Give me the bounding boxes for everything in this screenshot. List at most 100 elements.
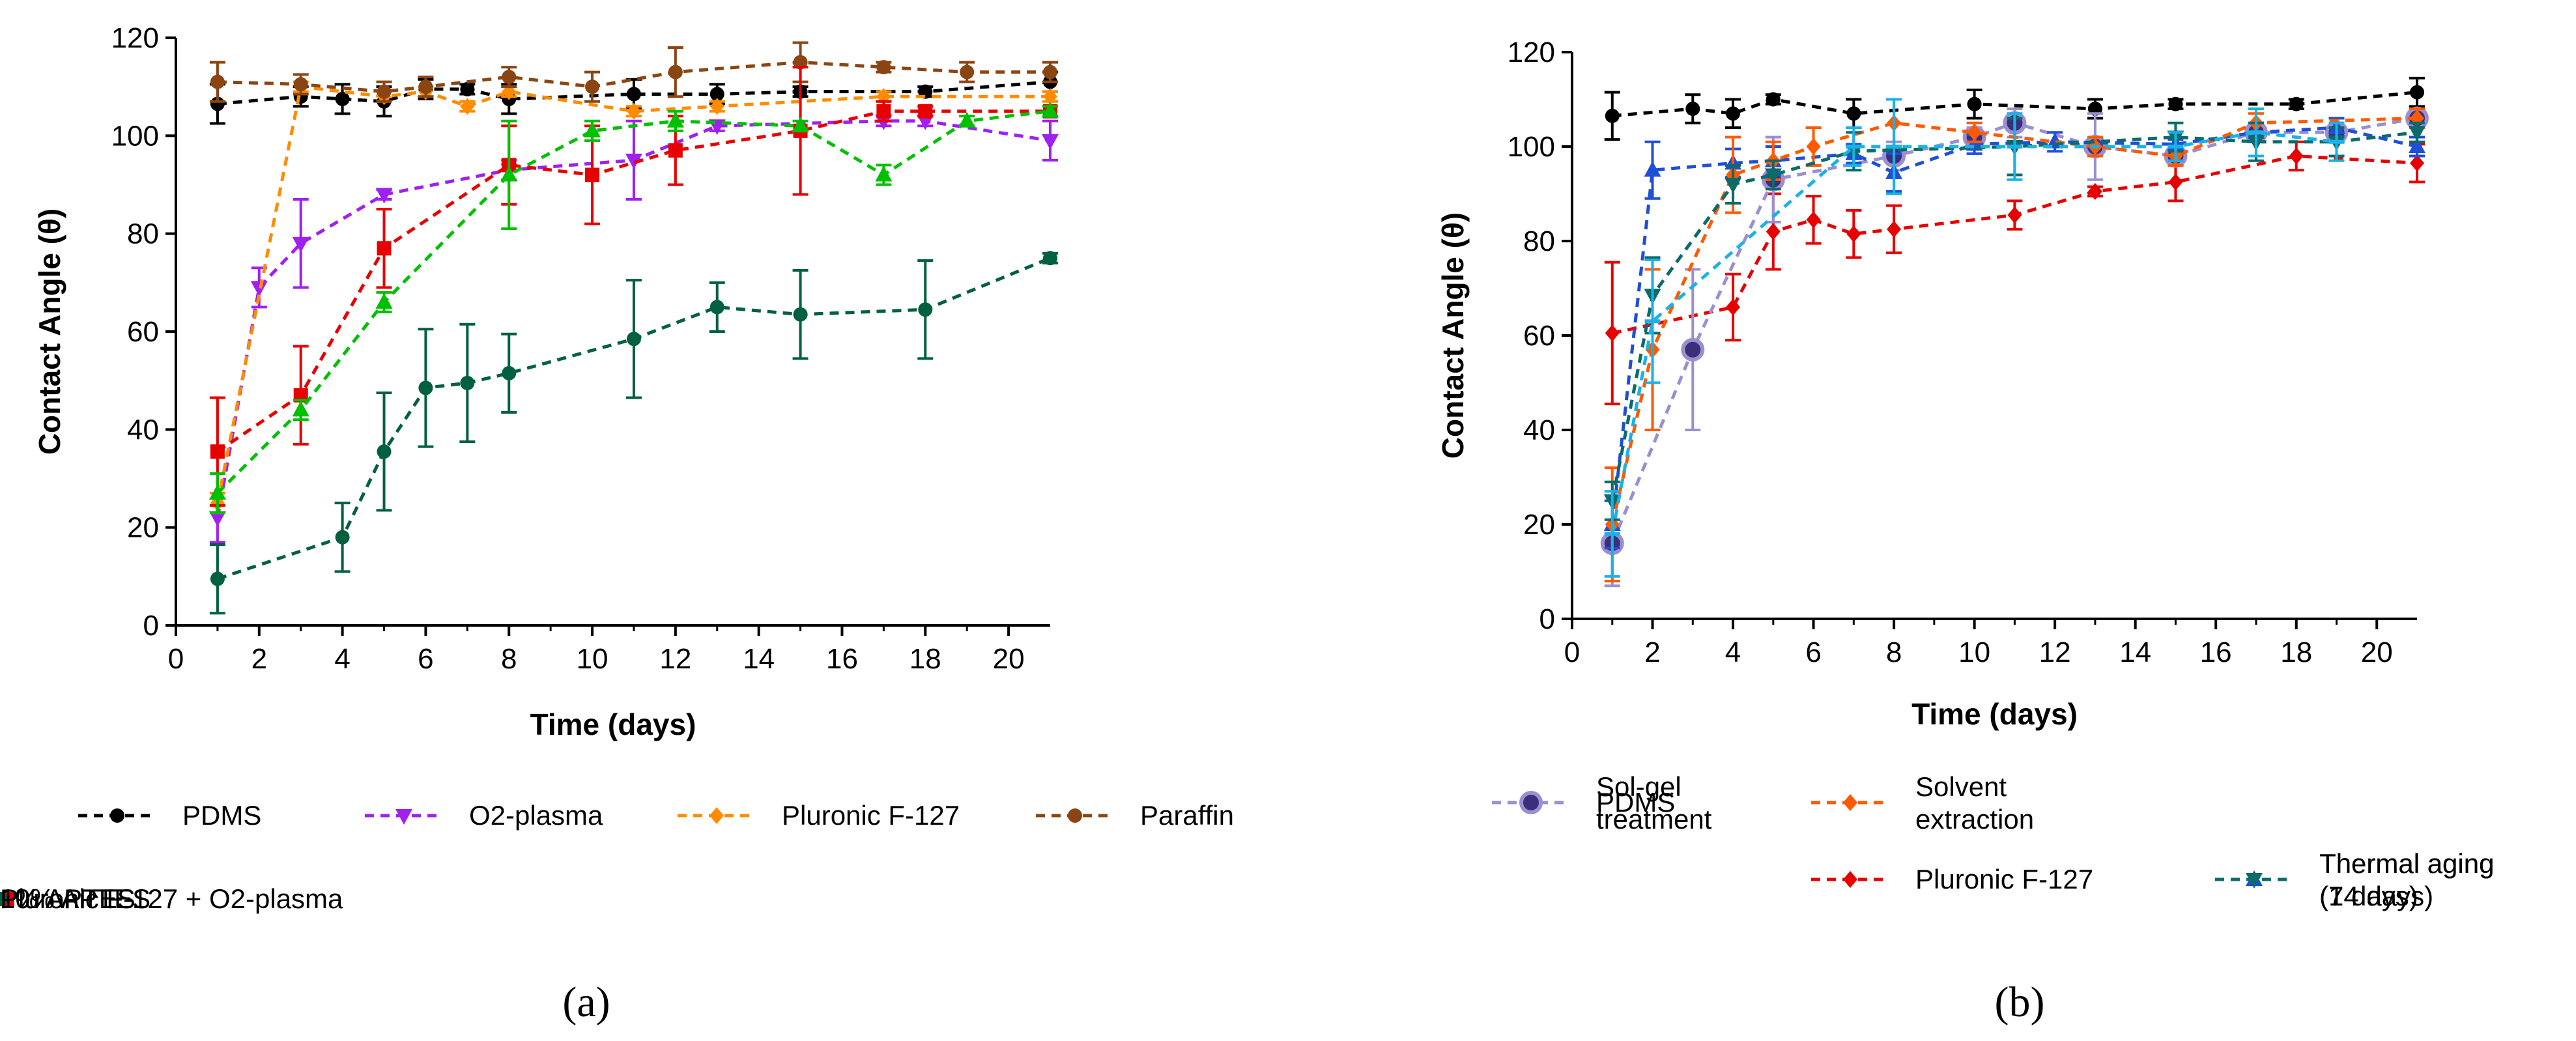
data-point	[1806, 211, 1821, 229]
x-tick-label: 4	[334, 643, 350, 675]
legend-label: Solvent extraction	[1915, 771, 2034, 834]
data-point	[709, 300, 724, 315]
x-tick-label: 2	[251, 643, 267, 675]
x-tick-label: 4	[1725, 636, 1741, 668]
data-point	[1724, 178, 1742, 193]
legend-label: Thermal aging (14 days)	[2319, 848, 2494, 911]
panel-b-contact-angle-chart: 0 2 4 6 8 10 12 14 16 18 20 0 20 40 60 80 100 120 Time (da…	[1436, 36, 2494, 1026]
data-point	[292, 236, 309, 253]
data-point	[1042, 134, 1059, 150]
data-point	[793, 55, 808, 70]
data-point	[2289, 147, 2304, 165]
data-point	[208, 511, 226, 527]
data-point	[460, 81, 475, 96]
legend-label: Paraffin	[1140, 800, 1234, 831]
data-point	[375, 188, 393, 204]
data-point	[210, 74, 225, 89]
data-point	[918, 302, 933, 317]
legend-swatch-marker	[0, 892, 7, 906]
legend-label: O2-plasma	[469, 800, 603, 831]
legend-label: Sol-gel treatment	[1596, 771, 1712, 834]
legend-swatch-marker	[1843, 871, 1857, 888]
series-thermal-aging-7-days	[1603, 117, 2426, 550]
legend-label-line: Solvent	[1915, 771, 2007, 802]
legend-label: PDMS	[182, 800, 261, 831]
x-tick-label: 2	[1644, 636, 1660, 668]
x-tick-label: 16	[2200, 636, 2232, 668]
data-point	[1685, 102, 1700, 116]
legend-label: Pluronic F-127	[1915, 864, 2093, 894]
data-point	[875, 165, 893, 182]
data-point	[292, 401, 309, 417]
series-line	[1612, 91, 2418, 118]
data-point	[2087, 182, 2102, 200]
legend-label-line: treatment	[1596, 804, 1712, 834]
y-tick-label: 40	[1523, 414, 1555, 446]
data-point	[585, 167, 600, 182]
y-tick-label: 80	[127, 218, 159, 250]
legend-item-solvent-extraction: Solvent extraction	[1811, 771, 2034, 834]
legend-item-pluronic-f-127-o2-plasma: Pluronic F-127 + O2-plasma	[0, 883, 343, 914]
y-tick-label: 40	[127, 414, 159, 446]
legend-label: Pluronic F-127 + O2-plasma	[0, 883, 343, 914]
y-tick-label: 0	[143, 610, 159, 642]
legend-item-thermal-aging-7-days: Thermal aging (7 days)	[2215, 848, 2494, 911]
data-point	[208, 484, 226, 500]
data-point	[377, 84, 392, 99]
legend-swatch-marker	[2246, 873, 2263, 889]
series-line	[216, 109, 1051, 494]
data-point	[1043, 88, 1057, 106]
data-point	[377, 444, 392, 459]
x-tick-label: 14	[743, 643, 775, 675]
x-tick-label: 6	[1805, 636, 1821, 668]
data-point	[1846, 225, 1861, 243]
x-tick-label: 10	[577, 643, 608, 675]
data-point	[250, 281, 268, 297]
x-tick-label: 0	[1564, 636, 1580, 668]
data-point	[418, 380, 433, 395]
y-axis-title: Contact Angle (θ)	[1436, 212, 1470, 459]
data-point	[709, 98, 724, 115]
series-line	[1610, 130, 2337, 534]
legend-swatch-marker	[395, 809, 412, 825]
legend-label: Thermal aging (7 days)	[2319, 848, 2494, 911]
data-point	[335, 91, 350, 106]
data-point	[960, 64, 975, 79]
data-point	[377, 241, 392, 256]
x-axis-title: Time (days)	[530, 707, 696, 741]
data-point	[668, 143, 683, 158]
data-point	[1967, 96, 1982, 111]
x-tick-label: 0	[168, 643, 184, 675]
x-tick-label: 14	[2119, 636, 2151, 668]
series-pluronic-f-127	[1604, 140, 2425, 406]
y-tick-label: 60	[127, 316, 159, 348]
data-point	[626, 87, 641, 102]
data-point	[1967, 124, 1982, 141]
y-tick-label: 80	[1523, 225, 1555, 257]
data-point	[335, 530, 350, 545]
data-point	[500, 165, 518, 182]
data-point	[876, 104, 891, 119]
series-line	[1610, 130, 2418, 502]
series-line	[216, 85, 1050, 504]
series-line	[216, 119, 1051, 519]
series-line	[217, 256, 1051, 580]
legend-label-line: Thermal aging	[2319, 848, 2494, 879]
legend-item-pluronic-f-127: Pluronic F-127	[1811, 864, 2093, 894]
legend: PDMS O2-plasma Pluronic F-127 Paraffin 1% AP…	[0, 800, 1234, 914]
data-point	[876, 60, 891, 75]
data-point	[418, 79, 433, 94]
data-point	[460, 375, 475, 390]
data-point	[584, 121, 601, 137]
data-point	[2410, 85, 2424, 100]
data-point	[1605, 108, 1620, 123]
data-point	[917, 114, 934, 130]
data-point	[1806, 138, 1821, 155]
data-point	[1726, 106, 1741, 121]
data-point	[1764, 168, 1782, 184]
legend-swatch-marker	[709, 807, 724, 824]
legend-item-o2-plasma: O2-plasma	[365, 800, 603, 831]
data-point	[1644, 161, 1661, 177]
legend-label-line: extraction	[1915, 804, 2034, 834]
